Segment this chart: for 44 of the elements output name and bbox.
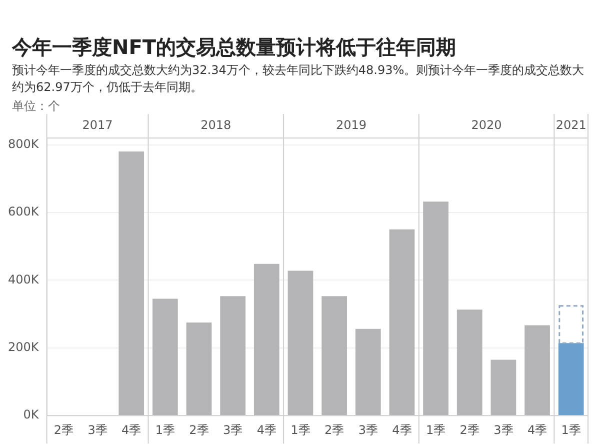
x-tick-label: 1季 [426,422,446,437]
text: 2021 [556,118,586,132]
x-tick-label: 4季 [527,422,548,437]
x-tick-label: 2季 [189,422,209,437]
chart-title: 今年一季度NFT的交易总数量预计将低于往年同期 [12,34,456,61]
y-tick-label: 0K [23,408,40,422]
bar [254,264,280,416]
bar [389,229,415,416]
x-tick-label: 2季 [460,422,480,437]
bar [220,296,246,416]
x-tick-label: 3季 [88,422,108,437]
x-tick-label: 2季 [324,422,344,437]
bar [288,270,314,416]
bar [152,298,178,416]
y-tick-label: 400K [8,272,40,286]
x-tick-label: 1季 [561,422,581,437]
x-tick-label: 3季 [223,422,243,437]
x-tick-label: 2季 [54,422,74,437]
y-tick-label: 800K [8,136,40,151]
chart-subtitle: 预计今年一季度的成交总数大约为32.34万个，较去年同比下跌约48.93%。则预计今年一季度的成交总数大约为62.97万个，仍低于去年同期。 [12,62,586,96]
x-tick-label: 4季 [122,422,142,437]
text: 2018 [200,118,232,132]
y-tick-label: 200K [8,340,40,354]
x-tick-label: 1季 [290,422,310,437]
text: 2020 [471,118,502,132]
x-tick-label: 1季 [155,422,175,437]
bar [524,325,550,416]
bar [558,343,584,416]
x-tick-label: 3季 [494,422,514,437]
bar [355,328,381,416]
text: 2019 [336,118,366,132]
bar [558,305,584,344]
x-tick-label: 4季 [256,422,276,437]
bar [118,152,144,416]
bar [456,310,482,416]
x-tick-label: 4季 [392,422,412,437]
bar [322,296,347,416]
y-tick-label: 600K [8,204,40,219]
bar [423,202,448,416]
bar [490,360,516,416]
bar [186,322,212,416]
y-axis-title: 单位：个 [12,98,60,115]
x-tick-label: 3季 [358,422,378,437]
text: 2017 [82,118,113,132]
